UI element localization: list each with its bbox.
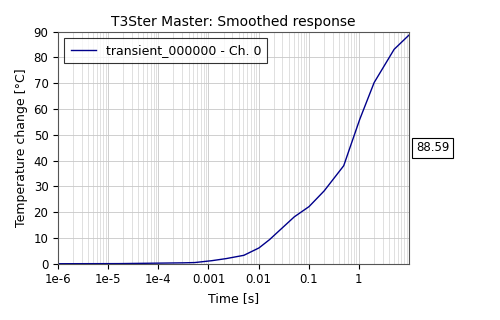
Text: 88.59: 88.59 — [416, 141, 450, 154]
Line: transient_000000 - Ch. 0: transient_000000 - Ch. 0 — [58, 35, 409, 264]
transient_000000 - Ch. 0 — [95, 262, 101, 266]
transient_000000 - Ch. 0 — [399, 40, 405, 44]
transient_000000 - Ch. 0 — [190, 261, 196, 265]
Y-axis label: Temperature change [°C]: Temperature change [°C] — [15, 68, 28, 227]
transient_000000 - Ch. 0 — [205, 259, 211, 263]
Legend: transient_000000 - Ch. 0: transient_000000 - Ch. 0 — [64, 38, 268, 63]
transient_000000 - Ch. 0 — [406, 33, 412, 37]
transient_000000 - Ch. 0 — [116, 262, 122, 266]
Title: T3Ster Master: Smoothed response: T3Ster Master: Smoothed response — [112, 15, 356, 29]
X-axis label: Time [s]: Time [s] — [208, 292, 259, 305]
transient_000000 - Ch. 0 — [361, 106, 367, 110]
transient_000000 - Ch. 0 — [55, 262, 61, 266]
